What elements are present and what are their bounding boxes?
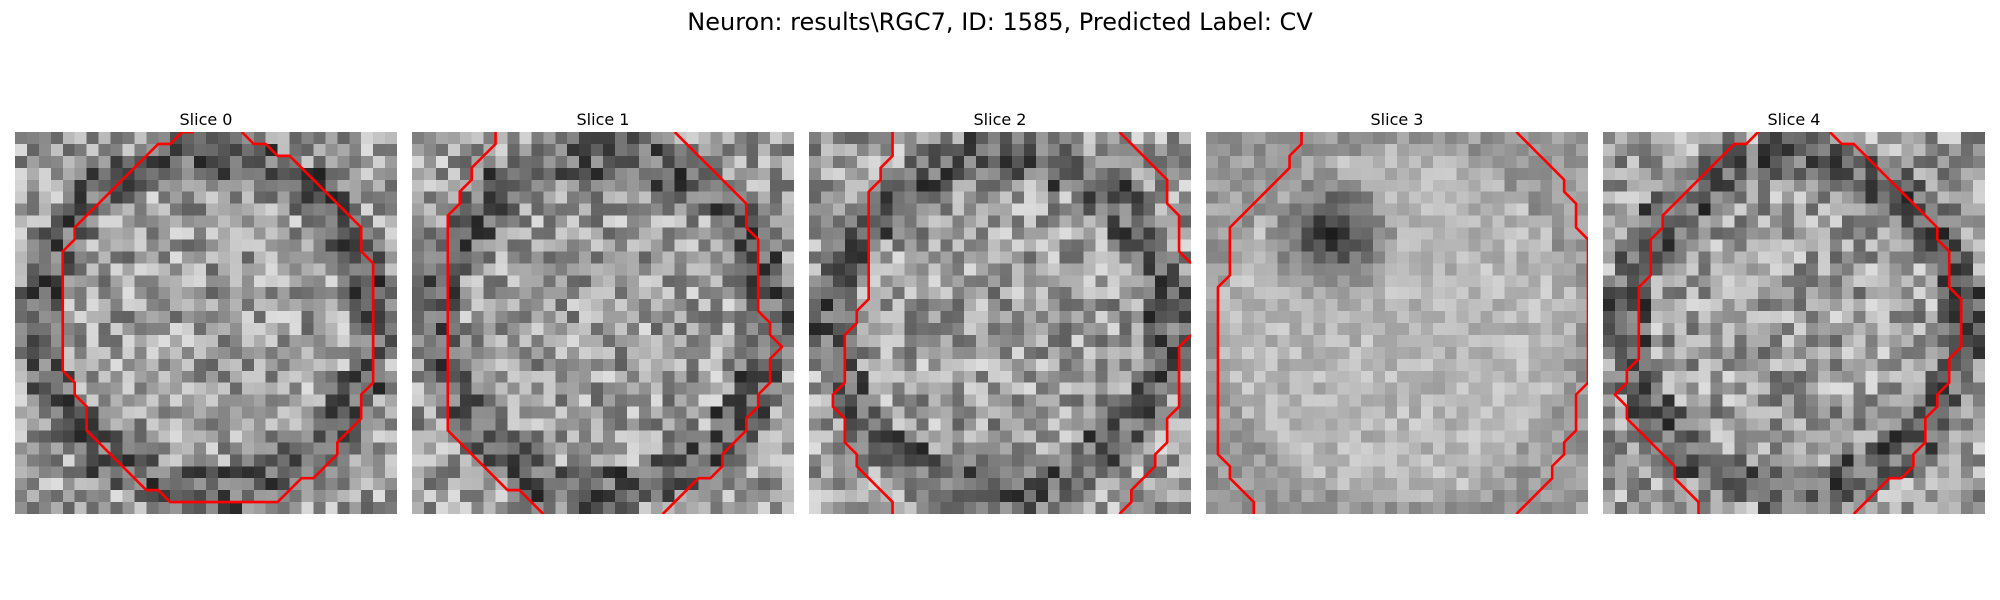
contour-line (1515, 132, 1588, 514)
pixel-grid (412, 132, 794, 514)
slice-title: Slice 3 (1370, 110, 1424, 129)
contour-line (446, 132, 545, 514)
contour-line (1118, 132, 1191, 265)
pixel-grid (809, 132, 1191, 514)
pixel-grid (15, 132, 397, 514)
contour-line (1613, 132, 1760, 514)
slice-image (1206, 132, 1588, 514)
contour-line (61, 132, 375, 504)
slice-image-svg (1206, 132, 1588, 514)
contour-line (1216, 132, 1303, 514)
slice-image-svg (1603, 132, 1985, 514)
pixel-grid (1206, 132, 1588, 514)
contour-line (661, 132, 784, 514)
slice-image-svg (15, 132, 397, 514)
slice-panel-3: Slice 3 (1206, 108, 1588, 514)
slice-panel-1: Slice 1 (412, 108, 794, 514)
slice-title: Slice 2 (973, 110, 1027, 129)
slice-title: Slice 1 (576, 110, 630, 129)
slice-panel-0: Slice 0 (15, 108, 397, 514)
slice-image-svg (412, 132, 794, 514)
slice-title: Slice 0 (179, 110, 233, 129)
slice-panel-4: Slice 4 (1603, 108, 1985, 514)
pixel-grid (1603, 132, 1985, 514)
slice-title: Slice 4 (1767, 110, 1821, 129)
slice-image (412, 132, 794, 514)
slice-image (809, 132, 1191, 514)
contour-line (1828, 132, 1963, 514)
slice-image (1603, 132, 1985, 514)
slice-image (15, 132, 397, 514)
slice-panel-2: Slice 2 (809, 108, 1191, 514)
slice-image-svg (809, 132, 1191, 514)
contour-line (831, 132, 894, 514)
figure-title: Neuron: results\RGC7, ID: 1585, Predicte… (687, 8, 1313, 36)
contour-line (1118, 334, 1191, 514)
